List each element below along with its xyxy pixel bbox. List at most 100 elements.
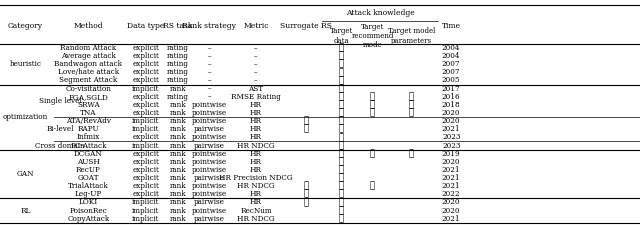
Text: ✓: ✓ xyxy=(370,92,375,101)
Text: heuristic: heuristic xyxy=(10,60,42,68)
Text: ✓: ✓ xyxy=(370,149,375,158)
Text: DCGAN: DCGAN xyxy=(74,150,102,158)
Text: Category: Category xyxy=(8,22,43,30)
Text: explicit: explicit xyxy=(132,182,159,190)
Text: pointwise: pointwise xyxy=(192,109,227,117)
Text: 2018: 2018 xyxy=(442,101,461,109)
Text: Cross domain: Cross domain xyxy=(35,142,85,149)
Text: HR: HR xyxy=(250,158,262,166)
Text: ✓: ✓ xyxy=(339,52,344,61)
Text: 2022: 2022 xyxy=(442,190,460,198)
Text: rank: rank xyxy=(170,117,186,125)
Text: ✓: ✓ xyxy=(303,190,308,199)
Text: explicit: explicit xyxy=(132,101,159,109)
Text: explicit: explicit xyxy=(132,109,159,117)
Text: 2020: 2020 xyxy=(442,117,460,125)
Text: –: – xyxy=(207,52,211,60)
Text: Target
data: Target data xyxy=(330,27,353,45)
Text: ✓: ✓ xyxy=(339,214,344,223)
Text: implicit: implicit xyxy=(132,198,159,206)
Text: HR: HR xyxy=(250,198,262,206)
Text: rank: rank xyxy=(170,150,186,158)
Text: pointwise: pointwise xyxy=(192,182,227,190)
Text: TrialAttack: TrialAttack xyxy=(68,182,109,190)
Text: rank: rank xyxy=(170,174,186,182)
Text: implicit: implicit xyxy=(132,215,159,223)
Text: HR Precision NDCG: HR Precision NDCG xyxy=(219,174,293,182)
Text: Rank strategy: Rank strategy xyxy=(182,22,236,30)
Text: ✓: ✓ xyxy=(339,117,344,126)
Text: 2004: 2004 xyxy=(442,52,460,60)
Text: implicit: implicit xyxy=(132,125,159,133)
Text: pointwise: pointwise xyxy=(192,190,227,198)
Text: 2017: 2017 xyxy=(442,85,461,93)
Text: ✓: ✓ xyxy=(409,92,414,101)
Text: 2007: 2007 xyxy=(442,68,460,76)
Text: pairwise: pairwise xyxy=(194,142,225,149)
Text: Random Attack: Random Attack xyxy=(60,44,116,52)
Text: explicit: explicit xyxy=(132,68,159,76)
Text: ✓: ✓ xyxy=(339,43,344,52)
Text: –: – xyxy=(207,76,211,84)
Text: ✓: ✓ xyxy=(339,206,344,215)
Text: explicit: explicit xyxy=(132,60,159,68)
Text: HR NDCG: HR NDCG xyxy=(237,142,275,149)
Text: RAPU: RAPU xyxy=(77,125,99,133)
Text: 2007: 2007 xyxy=(442,60,460,68)
Text: GOAT: GOAT xyxy=(77,174,99,182)
Text: ✓: ✓ xyxy=(370,182,375,191)
Text: pointwise: pointwise xyxy=(192,150,227,158)
Text: –: – xyxy=(254,76,258,84)
Text: rank: rank xyxy=(170,133,186,141)
Text: –: – xyxy=(254,52,258,60)
Text: PGA,SGLD: PGA,SGLD xyxy=(68,93,108,101)
Text: HR: HR xyxy=(250,166,262,174)
Text: implicit: implicit xyxy=(132,85,159,93)
Text: HR: HR xyxy=(250,117,262,125)
Text: rank: rank xyxy=(170,182,186,190)
Text: ✓: ✓ xyxy=(339,125,344,134)
Text: AUSH: AUSH xyxy=(77,158,100,166)
Text: pairwise: pairwise xyxy=(194,198,225,206)
Text: explicit: explicit xyxy=(132,52,159,60)
Text: ✓: ✓ xyxy=(339,173,344,182)
Text: Leg-UP: Leg-UP xyxy=(75,190,102,198)
Text: rating: rating xyxy=(167,60,189,68)
Text: Metric: Metric xyxy=(243,22,269,30)
Text: HR: HR xyxy=(250,190,262,198)
Text: AST: AST xyxy=(248,85,264,93)
Text: –: – xyxy=(254,44,258,52)
Text: ATA/RevAdv: ATA/RevAdv xyxy=(66,117,111,125)
Text: LOKI: LOKI xyxy=(79,198,98,206)
Text: rating: rating xyxy=(167,93,189,101)
Text: rank: rank xyxy=(170,109,186,117)
Text: rank: rank xyxy=(170,158,186,166)
Text: rating: rating xyxy=(167,68,189,76)
Text: 2023: 2023 xyxy=(442,142,460,149)
Text: –: – xyxy=(207,60,211,68)
Text: SRWA: SRWA xyxy=(77,101,100,109)
Text: RS task: RS task xyxy=(163,22,193,30)
Text: implicit: implicit xyxy=(132,142,159,149)
Text: HR: HR xyxy=(250,109,262,117)
Text: explicit: explicit xyxy=(132,76,159,84)
Text: pairwise: pairwise xyxy=(194,125,225,133)
Text: HR: HR xyxy=(250,101,262,109)
Text: rank: rank xyxy=(170,166,186,174)
Text: rating: rating xyxy=(167,52,189,60)
Text: Infmix: Infmix xyxy=(77,133,100,141)
Text: pointwise: pointwise xyxy=(192,117,227,125)
Text: ✓: ✓ xyxy=(370,100,375,109)
Text: explicit: explicit xyxy=(132,93,159,101)
Text: explicit: explicit xyxy=(132,150,159,158)
Text: –: – xyxy=(207,85,211,93)
Text: explicit: explicit xyxy=(132,174,159,182)
Text: HR NDCG: HR NDCG xyxy=(237,215,275,223)
Text: HR: HR xyxy=(250,125,262,133)
Text: Bandwagon attack: Bandwagon attack xyxy=(54,60,122,68)
Text: ✓: ✓ xyxy=(339,68,344,77)
Text: ✓: ✓ xyxy=(370,108,375,117)
Text: Single level: Single level xyxy=(39,97,81,105)
Text: ✓: ✓ xyxy=(339,100,344,109)
Text: Bi-level: Bi-level xyxy=(47,125,74,133)
